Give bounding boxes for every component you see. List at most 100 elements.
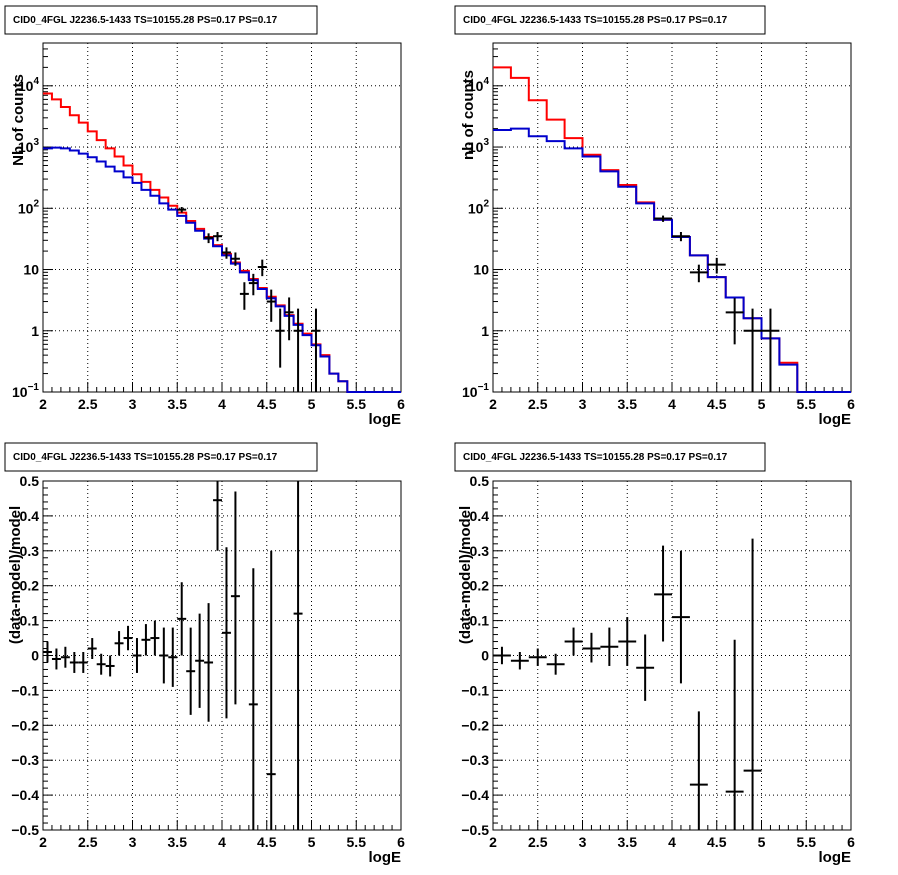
x-tick-label: 2.5 <box>78 396 98 412</box>
x-tick-label: 2 <box>489 834 497 850</box>
data-point <box>69 652 79 673</box>
y-tick-label-base: 0.4 <box>470 508 490 524</box>
data-point <box>96 653 106 675</box>
x-tick-label: 5.5 <box>347 834 367 850</box>
x-tick-label: 2 <box>39 396 47 412</box>
y-tick-label-base: 0.5 <box>20 473 40 489</box>
y-tick-label-exponent: 3 <box>33 137 39 148</box>
data-point <box>51 648 61 670</box>
chart-title: CID0_4FGL J2236.5-1433 TS=10155.28 PS=0.… <box>13 15 278 26</box>
data-point <box>222 247 231 259</box>
data-point <box>618 617 637 666</box>
x-tick-label: 6 <box>397 834 405 850</box>
y-axis-title: Nb of counts <box>10 74 27 166</box>
y-tick-label: 0.5 <box>20 473 40 489</box>
y-tick-label: 0.5 <box>470 473 490 489</box>
data-point <box>743 538 762 830</box>
data-point <box>564 627 583 656</box>
data-point <box>213 231 222 242</box>
y-tick-label: −0.2 <box>11 717 39 733</box>
data-point <box>293 308 303 392</box>
y-tick-label-base: 1 <box>481 323 489 339</box>
data-point <box>105 655 115 677</box>
y-tick-label-base: 0.3 <box>20 543 40 559</box>
y-tick-label-exponent: 4 <box>483 76 489 87</box>
series-line <box>493 127 851 393</box>
y-tick-label: 1 <box>481 323 489 339</box>
y-tick-label: 10−1 <box>462 382 489 400</box>
data-point <box>239 282 249 310</box>
x-tick-label: 4 <box>668 396 676 412</box>
y-tick-label: 0.4 <box>20 508 40 524</box>
x-axis-title: logE <box>369 411 402 428</box>
y-tick-label: −0.5 <box>11 822 39 838</box>
data-point <box>132 638 142 673</box>
y-tick-label: −0.5 <box>461 822 489 838</box>
data-point <box>213 481 222 551</box>
data-point <box>168 627 178 687</box>
y-tick-label-exponent: 2 <box>483 198 489 209</box>
pad-residuals-left: 2 2.5 3 3.5 4 4.5 5 5.5 6 −0.5 −0.4 −0.3 −0.2 −0.1 0 0.… <box>4 442 405 866</box>
y-tick-label: 0.2 <box>470 578 490 594</box>
y-axis-title: (data-model)/model <box>457 506 474 644</box>
x-axis-title: logE <box>369 849 402 866</box>
y-tick-label: 0.3 <box>470 543 490 559</box>
x-tick-label: 5.5 <box>797 396 817 412</box>
x-tick-label: 3.5 <box>168 396 188 412</box>
x-axis-title: logE <box>819 849 852 866</box>
data-point <box>582 632 601 663</box>
y-tick-label-base: 0 <box>31 648 39 664</box>
x-tick-label: 4.5 <box>257 396 277 412</box>
data-point <box>654 215 672 222</box>
data-point <box>311 308 321 392</box>
x-tick-label: 2 <box>489 396 497 412</box>
y-tick-label: 10 <box>473 262 489 278</box>
y-tick-label: 0.2 <box>20 578 40 594</box>
y-tick-label: 103 <box>18 137 40 155</box>
data-point <box>761 308 780 392</box>
y-tick-label-exponent: 3 <box>483 137 489 148</box>
y-tick-label-base: 0.3 <box>470 543 490 559</box>
y-tick-label-base: 0.1 <box>470 613 490 629</box>
y-tick-label-base: 0.2 <box>20 578 40 594</box>
data-point <box>707 257 726 274</box>
y-tick-label: 10−1 <box>12 382 39 400</box>
title-box <box>4 5 318 35</box>
x-tick-label: 3 <box>129 396 137 412</box>
y-tick-label: 0.1 <box>20 613 40 629</box>
y-tick-label: 0.1 <box>470 613 490 629</box>
title-box <box>454 442 766 472</box>
data-point <box>204 603 214 722</box>
data-point <box>275 308 285 368</box>
x-tick-label: 3 <box>129 834 137 850</box>
x-tick-label: 6 <box>847 396 855 412</box>
y-tick-label-base: 10 <box>468 139 484 155</box>
data-point <box>493 646 511 665</box>
data-point <box>150 620 160 656</box>
x-tick-label: 5 <box>308 834 316 850</box>
y-tick-label-base: 10 <box>23 262 39 278</box>
y-tick-label-base: −0.2 <box>461 717 489 733</box>
data-point <box>222 547 231 719</box>
x-tick-label: 3 <box>579 396 587 412</box>
data-point <box>654 545 672 642</box>
data-point <box>257 259 267 277</box>
y-tick-label-base: −0.1 <box>461 682 489 698</box>
data-point <box>177 206 187 213</box>
y-tick-label-base: −0.4 <box>461 787 489 803</box>
x-tick-label: 6 <box>397 396 405 412</box>
data-point <box>725 639 744 830</box>
x-tick-label: 2 <box>39 834 47 850</box>
x-tick-label: 4.5 <box>707 396 727 412</box>
y-tick-label: 103 <box>468 137 490 155</box>
chart-title: CID0_4FGL J2236.5-1433 TS=10155.28 PS=0.… <box>463 15 728 26</box>
data-point <box>284 297 294 341</box>
y-axis-title: nb of counts <box>460 70 477 160</box>
x-tick-label: 2.5 <box>528 396 548 412</box>
y-tick-label-base: −0.4 <box>11 787 39 803</box>
x-tick-label: 2.5 <box>528 834 548 850</box>
y-tick-label-base: 10 <box>468 78 484 94</box>
x-tick-label: 6 <box>847 834 855 850</box>
x-tick-label: 4 <box>218 396 226 412</box>
data-point <box>177 582 187 656</box>
